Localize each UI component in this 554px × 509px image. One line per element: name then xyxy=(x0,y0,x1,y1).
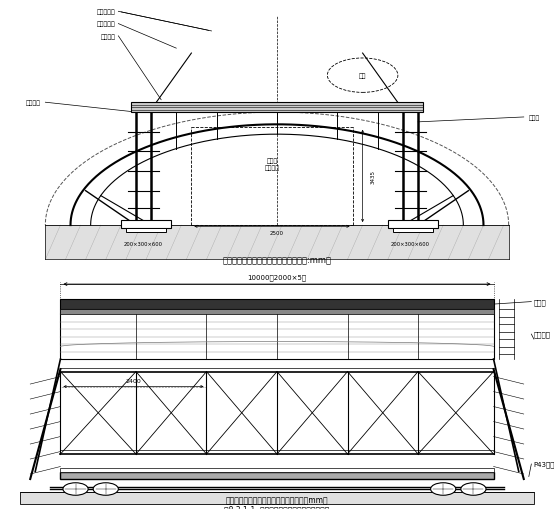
Bar xyxy=(45,225,509,260)
Text: 钢模板: 钢模板 xyxy=(534,299,547,305)
Text: 台车门架: 台车门架 xyxy=(25,100,40,106)
Text: P43钢轨: P43钢轨 xyxy=(534,461,554,467)
Text: 工作平台: 工作平台 xyxy=(101,34,116,40)
Bar xyxy=(393,228,433,233)
Bar xyxy=(126,228,166,233)
Bar xyxy=(60,309,494,359)
Bar xyxy=(60,309,494,315)
Circle shape xyxy=(430,483,456,495)
Circle shape xyxy=(93,483,119,495)
Text: 2400: 2400 xyxy=(126,378,141,383)
Text: 200×300×600: 200×300×600 xyxy=(124,242,163,246)
Text: 风管: 风管 xyxy=(359,73,366,79)
Text: 端盖及模板: 端盖及模板 xyxy=(97,22,116,27)
Text: 自制车
外型尺寸: 自制车 外型尺寸 xyxy=(264,158,279,171)
Bar xyxy=(60,471,494,479)
Bar xyxy=(131,103,423,113)
Text: 开挖轮廓线: 开挖轮廓线 xyxy=(97,10,116,15)
Bar xyxy=(20,492,534,504)
Bar xyxy=(121,221,171,228)
Bar xyxy=(60,299,494,309)
Circle shape xyxy=(461,483,486,495)
Text: 3435: 3435 xyxy=(370,169,375,184)
Text: 上下人梯: 上下人梯 xyxy=(534,331,551,337)
Text: 二次衬砌模板台车正立面示意图（单位:mm）: 二次衬砌模板台车正立面示意图（单位:mm） xyxy=(223,256,331,265)
Text: 二次衬砌模板台车侧立面示意图（单位：mm）: 二次衬砌模板台车侧立面示意图（单位：mm） xyxy=(225,495,329,504)
Bar xyxy=(388,221,438,228)
Circle shape xyxy=(63,483,88,495)
Bar xyxy=(60,468,494,471)
Text: 图8.3.1-1  整体钢模衬砌模板台车结构示意图: 图8.3.1-1 整体钢模衬砌模板台车结构示意图 xyxy=(224,504,330,509)
Text: 2500: 2500 xyxy=(270,231,284,236)
Text: 10000（2000×5）: 10000（2000×5） xyxy=(248,274,306,281)
Text: 作业管: 作业管 xyxy=(529,115,540,121)
Text: 200×300×600: 200×300×600 xyxy=(391,242,430,246)
